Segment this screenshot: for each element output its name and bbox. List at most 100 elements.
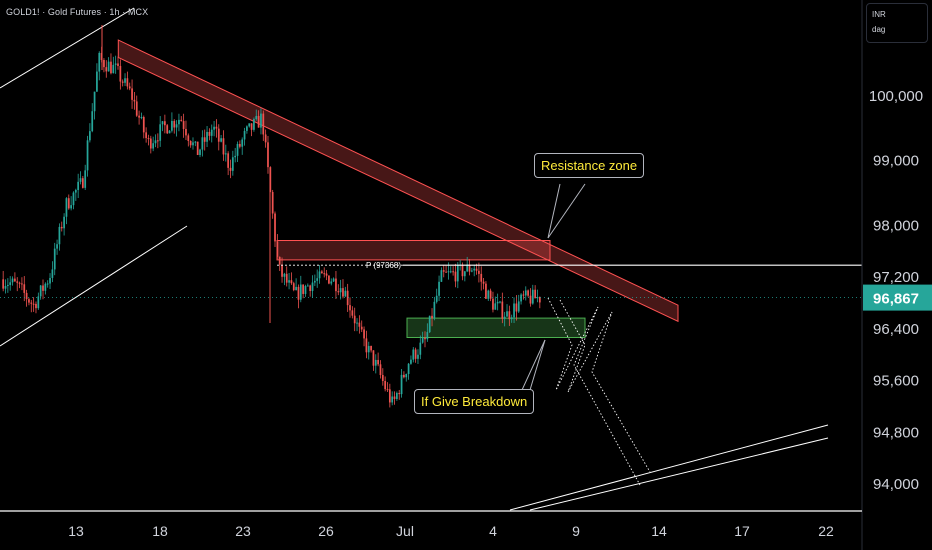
candle-body [248,123,251,127]
candle-body [386,389,389,391]
candle-body [290,280,293,284]
candle-body [112,64,115,74]
candle-body [325,273,328,276]
candle-body [39,285,42,297]
candle-body [440,270,443,282]
candle-body [65,198,68,217]
candle-body [255,115,258,120]
price-axis-label: 99,000 [873,153,919,170]
candle-body [91,111,94,132]
time-axis-label: 23 [235,523,251,539]
candle-body [11,278,14,283]
candle-body [337,291,340,293]
candle-body [14,278,16,282]
candle-body [492,298,494,310]
candle-body [297,286,300,300]
candle-body [278,256,281,265]
time-axis-label: Jul [396,523,414,539]
candle-body [367,345,370,353]
resistance-callout-pointer [547,183,586,239]
candle-body [171,120,173,131]
price-axis-label: 98,000 [873,217,919,234]
candle-body [215,126,218,129]
candle-body [506,311,508,317]
candle-body [283,273,286,277]
candle-body [70,205,73,209]
candle-body [154,140,157,144]
breakdown-callout[interactable]: If Give Breakdown [414,389,535,414]
candle-body [210,129,213,136]
candle-body [63,216,65,229]
candle-body [107,61,110,72]
candle-body [124,78,126,83]
time-axis-label: 14 [651,523,667,539]
candle-body [93,91,96,112]
candle-body [274,213,276,242]
price-axis-label: 95,600 [873,373,919,390]
candle-body [534,289,537,299]
candle-body [67,198,70,209]
breakdown-callout-pointer [529,339,546,391]
currency-label[interactable]: INR [872,10,886,19]
candle-body [4,286,7,289]
candle-body [485,283,487,299]
candle-body [53,248,56,270]
candle-body [433,301,436,319]
candle-body [241,139,244,147]
candle-body [299,284,302,300]
candle-body [517,301,520,312]
candle-body [224,153,227,155]
candle-body [44,283,47,291]
candle-body [213,126,215,130]
candle-body [51,269,54,278]
candle-body [138,115,140,118]
candle-body [391,396,394,403]
candle-body [313,280,316,283]
candle-body [292,283,295,291]
candle-body [538,297,541,303]
candle-body [140,117,143,119]
candle-body [60,226,63,229]
candle-body [103,59,105,68]
candle-body [161,121,164,125]
scale-mode-label[interactable]: dag [872,25,886,34]
candle-body [468,264,471,272]
candle-body [288,280,290,283]
candle-body [356,322,358,324]
candle-body [145,132,147,139]
candle-body [133,99,136,102]
candle-body [37,296,40,309]
candle-body [342,288,344,297]
time-axis-label: 22 [818,523,834,539]
currency-scale-box[interactable]: INR dag [866,3,928,43]
candle-body [473,268,476,271]
symbol-title[interactable]: GOLD1! · Gold Futures · 1h · MCX [6,7,149,17]
candle-body [222,138,225,155]
candle-body [257,115,260,128]
candle-body [344,290,347,297]
candle-body [84,170,87,188]
candle-body [379,364,382,375]
candle-body [487,290,490,299]
candle-body [9,282,12,285]
channel-line-bottom-2 [529,437,829,511]
candle-body [267,142,269,168]
resistance-zone-callout[interactable]: Resistance zone [534,153,645,178]
candle-body [25,292,28,300]
candle-body [276,241,279,257]
candle-body [128,86,131,89]
candle-body [168,130,171,134]
candle-body [117,63,119,66]
candle-body [445,271,447,273]
candle-body [363,329,365,339]
candle-body [456,264,459,282]
candle-body [147,138,150,140]
candle-body [156,140,159,142]
candle-body [388,389,391,403]
candle-body [527,290,529,296]
candle-body [21,283,23,285]
candle-body [295,286,297,291]
candle-body [18,282,21,284]
candle-body [229,167,232,171]
